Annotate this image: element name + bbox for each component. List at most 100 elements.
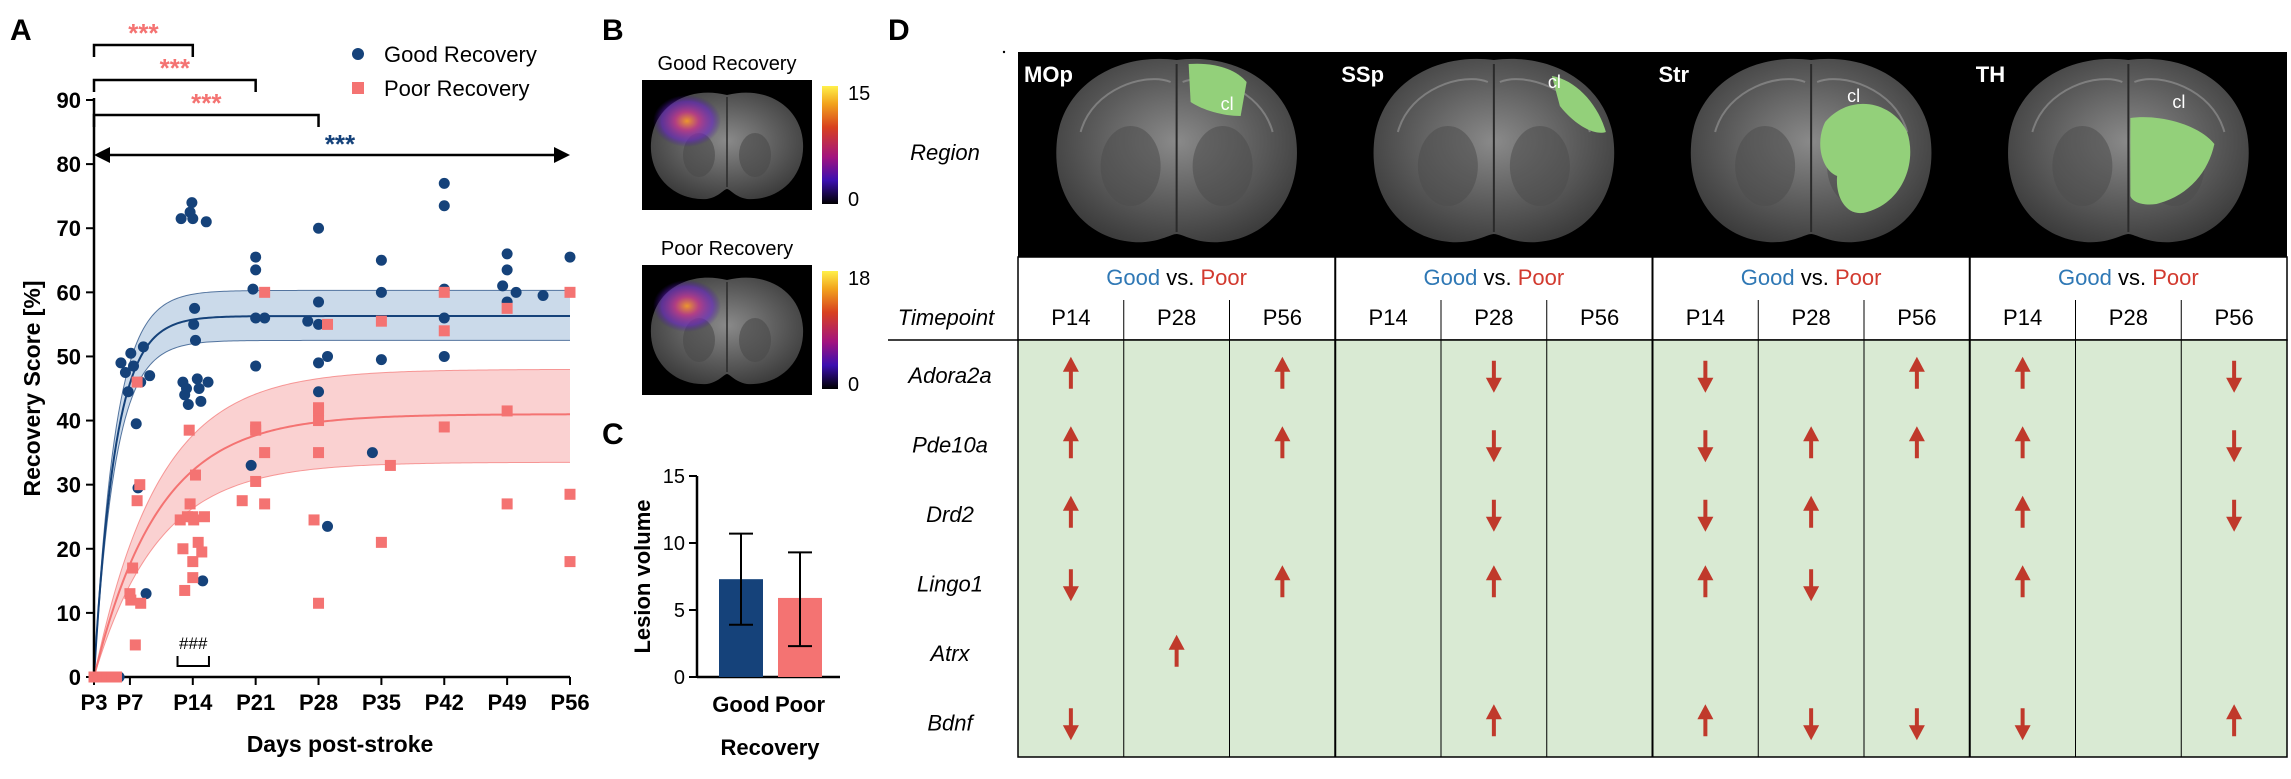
colorbar-min-label: 0 (848, 189, 859, 211)
y-tick-label: 60 (57, 280, 81, 305)
point-good-recovery (497, 280, 509, 292)
point-good-recovery (122, 386, 134, 398)
point-poor-recovery (501, 405, 513, 417)
significance-stars-poor: *** (191, 88, 222, 118)
point-poor-recovery (196, 546, 208, 558)
point-good-recovery (197, 575, 209, 587)
timepoint-label: P14 (2003, 305, 2042, 330)
y-tick-label: 30 (57, 473, 81, 498)
timepoint-label: P56 (1580, 305, 1619, 330)
point-good-recovery (375, 254, 387, 266)
point-poor-recovery (250, 475, 262, 487)
point-poor-recovery (174, 514, 186, 526)
fit-band-poor (94, 369, 570, 677)
significance-arrow-good: *** (94, 129, 570, 163)
arrow-down-icon (1485, 430, 1502, 463)
point-good-recovery (501, 248, 513, 260)
point-poor-recovery (438, 325, 450, 337)
colorbar-min-label: 0 (848, 374, 859, 396)
region-image-ssp: SSp cl (1341, 58, 1615, 243)
colorbar (822, 86, 838, 204)
point-poor-recovery (110, 671, 122, 683)
point-good-recovery (186, 197, 198, 209)
point-good-recovery (537, 290, 549, 302)
point-poor-recovery (135, 597, 147, 609)
region-label: Str (1659, 62, 1690, 87)
arrow-down-icon (2226, 430, 2243, 463)
point-good-recovery (501, 264, 513, 276)
point-poor-recovery (188, 514, 200, 526)
roi-th (2130, 117, 2215, 205)
region-label: TH (1976, 62, 2005, 87)
point-good-recovery (438, 312, 450, 324)
x-tick-label: P7 (116, 690, 143, 715)
c-category-label: Poor (775, 692, 826, 717)
point-good-recovery (438, 177, 450, 189)
point-poor-recovery (131, 376, 143, 388)
timepoint-row-label: Timepoint (898, 305, 995, 330)
arrow-up-icon (1908, 426, 1925, 459)
lesion-volume-chart: 0 5 10 15 Good Poor Recovery Lesion volume (630, 466, 840, 760)
y-tick-label: 20 (57, 537, 81, 562)
point-poor-recovery (384, 459, 396, 471)
significance-bracket: *** (92, 53, 257, 92)
panel-letter-c: C (602, 418, 624, 451)
arrow-up-icon (2014, 495, 2031, 528)
error-bar (788, 551, 812, 648)
point-good-recovery (130, 418, 142, 430)
significance-bracket: *** (92, 18, 195, 57)
point-poor-recovery (308, 514, 320, 526)
c-y-axis-label: Lesion volume (630, 499, 655, 653)
fit-curve-poor (93, 413, 571, 678)
arrow-up-icon (1062, 426, 1079, 459)
point-good-recovery (188, 318, 200, 330)
arrow-up-icon (1274, 565, 1291, 598)
point-good-recovery (200, 216, 212, 228)
point-poor-recovery (259, 286, 271, 298)
point-poor-recovery (124, 588, 136, 600)
arrow-up-icon (2226, 704, 2243, 737)
y-tick-label: 80 (57, 152, 81, 177)
x-tick-label: P21 (236, 690, 275, 715)
x-tick-label: P28 (299, 690, 338, 715)
fit-band-edge-lower (93, 339, 570, 678)
point-good-recovery (375, 286, 387, 298)
arrow-up-icon (2014, 426, 2031, 459)
point-good-recovery (119, 366, 131, 378)
roi-str (1820, 103, 1911, 214)
point-good-recovery (250, 251, 262, 263)
comparison-label: Good vs. Poor (1424, 265, 1565, 290)
point-good-recovery (250, 264, 262, 276)
point-poor-recovery (501, 302, 513, 314)
point-good-recovery (366, 447, 378, 459)
arrow-up-icon (2014, 356, 2031, 389)
legend-label-poor: Poor Recovery (384, 76, 530, 101)
arrow-down-icon (1697, 499, 1714, 532)
timepoint-label: P28 (1792, 305, 1831, 330)
arrow-down-icon (2014, 708, 2031, 741)
significance-stars-good: *** (325, 129, 356, 159)
x-tick-label: P3 (81, 690, 108, 715)
point-poor-recovery (564, 488, 576, 500)
point-good-recovery (245, 459, 257, 471)
point-good-recovery (189, 334, 201, 346)
point-good-recovery (128, 360, 140, 372)
c-y-tick-label: 0 (674, 667, 685, 689)
error-bar (729, 532, 753, 626)
point-good-recovery (438, 350, 450, 362)
region-label: SSp (1341, 62, 1384, 87)
point-good-recovery (202, 376, 214, 388)
y-axis-label: Recovery Score [%] (19, 280, 45, 496)
significance-stars-poor: *** (160, 53, 191, 83)
point-poor-recovery (250, 424, 262, 436)
c-y-tick-label: 15 (663, 466, 685, 488)
point-poor-recovery (564, 286, 576, 298)
point-good-recovery (115, 357, 127, 369)
arrow-down-icon (2226, 360, 2243, 393)
y-tick-label: 50 (57, 344, 81, 369)
point-good-recovery (564, 251, 576, 263)
lesion-probability-maps: Good Recovery 15 0 Poor Recovery 18 0 (642, 53, 870, 396)
point-poor-recovery (322, 318, 334, 330)
point-poor-recovery (375, 536, 387, 548)
point-poor-recovery (192, 536, 204, 548)
